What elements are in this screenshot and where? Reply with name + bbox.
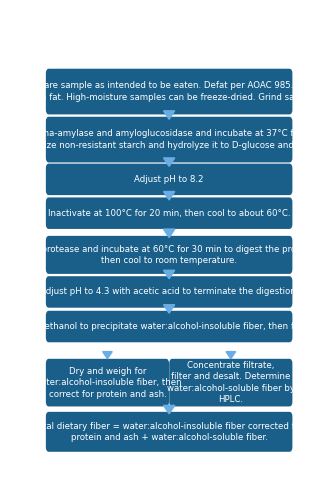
Text: Add ethanol to precipitate water:alcohol-insoluble fiber, then filter.: Add ethanol to precipitate water:alcohol… bbox=[25, 322, 313, 331]
Text: Adjust pH to 8.2: Adjust pH to 8.2 bbox=[134, 175, 204, 184]
Text: Prepare sample as intended to be eaten. Defat per AOAC 985.29 if
>10% fat. High-: Prepare sample as intended to be eaten. … bbox=[20, 81, 318, 102]
FancyBboxPatch shape bbox=[46, 117, 292, 163]
FancyBboxPatch shape bbox=[46, 69, 292, 114]
Text: Inactivate at 100°C for 20 min, then cool to about 60°C.: Inactivate at 100°C for 20 min, then coo… bbox=[48, 209, 290, 218]
Polygon shape bbox=[163, 111, 175, 119]
Polygon shape bbox=[163, 405, 175, 414]
FancyBboxPatch shape bbox=[46, 198, 292, 229]
Polygon shape bbox=[163, 192, 175, 200]
Text: Dry and weigh for
water:alcohol-insoluble fiber, then
correct for protein and as: Dry and weigh for water:alcohol-insolubl… bbox=[34, 367, 181, 399]
FancyBboxPatch shape bbox=[46, 276, 292, 308]
Text: Concentrate filtrate,
filter and desalt. Determine
water:alcohol-soluble fiber b: Concentrate filtrate, filter and desalt.… bbox=[167, 361, 295, 404]
Polygon shape bbox=[163, 305, 175, 313]
Text: Adjust pH to 4.3 with acetic acid to terminate the digestion.: Adjust pH to 4.3 with acetic acid to ter… bbox=[40, 287, 298, 296]
Polygon shape bbox=[226, 352, 236, 359]
Text: Total dietary fiber = water:alcohol-insoluble fiber corrected for
protein and as: Total dietary fiber = water:alcohol-inso… bbox=[34, 422, 304, 442]
FancyBboxPatch shape bbox=[46, 412, 292, 452]
Text: Add alpha-amylase and amyloglucosidase and incubate at 37°C for 16 hr
to solubil: Add alpha-amylase and amyloglucosidase a… bbox=[5, 129, 330, 150]
Polygon shape bbox=[163, 158, 175, 166]
FancyBboxPatch shape bbox=[46, 236, 292, 274]
FancyBboxPatch shape bbox=[46, 359, 169, 407]
FancyBboxPatch shape bbox=[46, 311, 292, 342]
Polygon shape bbox=[103, 352, 112, 359]
FancyBboxPatch shape bbox=[169, 359, 292, 407]
Text: Add protease and incubate at 60°C for 30 min to digest the protein,
then cool to: Add protease and incubate at 60°C for 30… bbox=[22, 245, 316, 265]
FancyBboxPatch shape bbox=[46, 164, 292, 195]
Polygon shape bbox=[163, 270, 175, 279]
Polygon shape bbox=[163, 229, 175, 238]
